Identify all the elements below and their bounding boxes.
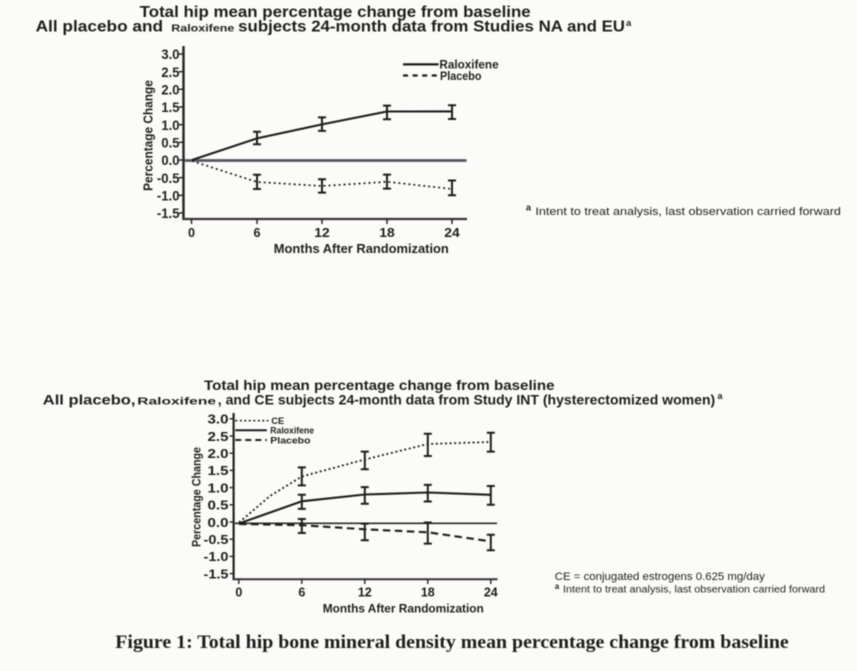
svg-text:1.0: 1.0 (161, 118, 179, 133)
svg-text:Raloxifene: Raloxifene (171, 24, 234, 35)
svg-text:1.5: 1.5 (208, 464, 229, 478)
svg-text:a: a (526, 203, 532, 213)
svg-text:Raloxifene: Raloxifene (270, 426, 314, 437)
svg-text:6: 6 (298, 586, 305, 600)
svg-text:-1.5: -1.5 (204, 567, 229, 581)
svg-text:0: 0 (188, 226, 195, 240)
svg-text:0.0: 0.0 (208, 516, 229, 530)
svg-text:Raloxifene: Raloxifene (137, 397, 216, 408)
svg-text:, and CE subjects 24-month dat: , and CE subjects 24-month data from Stu… (218, 393, 715, 408)
svg-text:2.0: 2.0 (208, 447, 229, 461)
svg-text:-1.5: -1.5 (157, 206, 180, 221)
svg-text:All placebo,: All placebo, (43, 393, 136, 408)
svg-text:12: 12 (314, 226, 329, 240)
svg-text:Intent to treat analysis, last: Intent to treat analysis, last observati… (563, 585, 825, 596)
svg-text:3.0: 3.0 (208, 413, 229, 427)
svg-text:Placebo: Placebo (440, 69, 482, 83)
svg-text:0: 0 (235, 586, 242, 600)
svg-text:Total hip mean percentage chan: Total hip mean percentage change from ba… (204, 378, 555, 393)
svg-text:All placebo and: All placebo and (36, 19, 164, 36)
svg-text:Figure 1: Total hip bone miner: Figure 1: Total hip bone mineral density… (115, 632, 788, 653)
svg-text:-0.5: -0.5 (204, 533, 229, 547)
svg-text:3.0: 3.0 (161, 47, 179, 62)
svg-text:1.5: 1.5 (161, 100, 180, 115)
svg-text:-1.0: -1.0 (157, 189, 180, 204)
svg-text:Intent to treat analysis, last: Intent to treat analysis, last observati… (535, 206, 841, 218)
svg-text:0.0: 0.0 (161, 153, 179, 168)
svg-text:Raloxifene: Raloxifene (439, 58, 499, 72)
svg-text:Percentage Change: Percentage Change (190, 447, 204, 547)
svg-text:24: 24 (484, 586, 498, 600)
svg-text:0.5: 0.5 (161, 136, 180, 151)
svg-text:a: a (718, 391, 724, 401)
svg-text:Percentage Change: Percentage Change (141, 80, 156, 191)
svg-text:12: 12 (358, 586, 372, 600)
svg-text:2.5: 2.5 (161, 65, 180, 80)
svg-text:Months After Randomization: Months After Randomization (274, 242, 449, 256)
svg-text:-0.5: -0.5 (157, 171, 180, 186)
svg-text:24: 24 (444, 226, 459, 240)
svg-text:2.0: 2.0 (161, 83, 179, 98)
svg-text:-1.0: -1.0 (204, 550, 229, 564)
svg-text:1.0: 1.0 (208, 481, 229, 495)
svg-text:Total hip mean percentage chan: Total hip mean percentage change from ba… (140, 4, 531, 21)
svg-text:2.5: 2.5 (208, 430, 229, 444)
svg-text:subjects 24-month data from St: subjects 24-month data from Studies NA a… (238, 19, 625, 36)
svg-text:0.5: 0.5 (208, 499, 229, 513)
svg-text:18: 18 (421, 586, 435, 600)
svg-text:Months After Randomization: Months After Randomization (323, 602, 484, 616)
svg-text:Placebo: Placebo (270, 436, 310, 447)
svg-text:CE: CE (271, 416, 284, 427)
svg-text:18: 18 (379, 226, 394, 240)
svg-text:CE = conjugated estrogens 0.62: CE = conjugated estrogens 0.625 mg/day (555, 571, 766, 583)
svg-text:a: a (555, 582, 560, 591)
svg-text:6: 6 (253, 226, 260, 240)
svg-text:a: a (626, 18, 632, 29)
